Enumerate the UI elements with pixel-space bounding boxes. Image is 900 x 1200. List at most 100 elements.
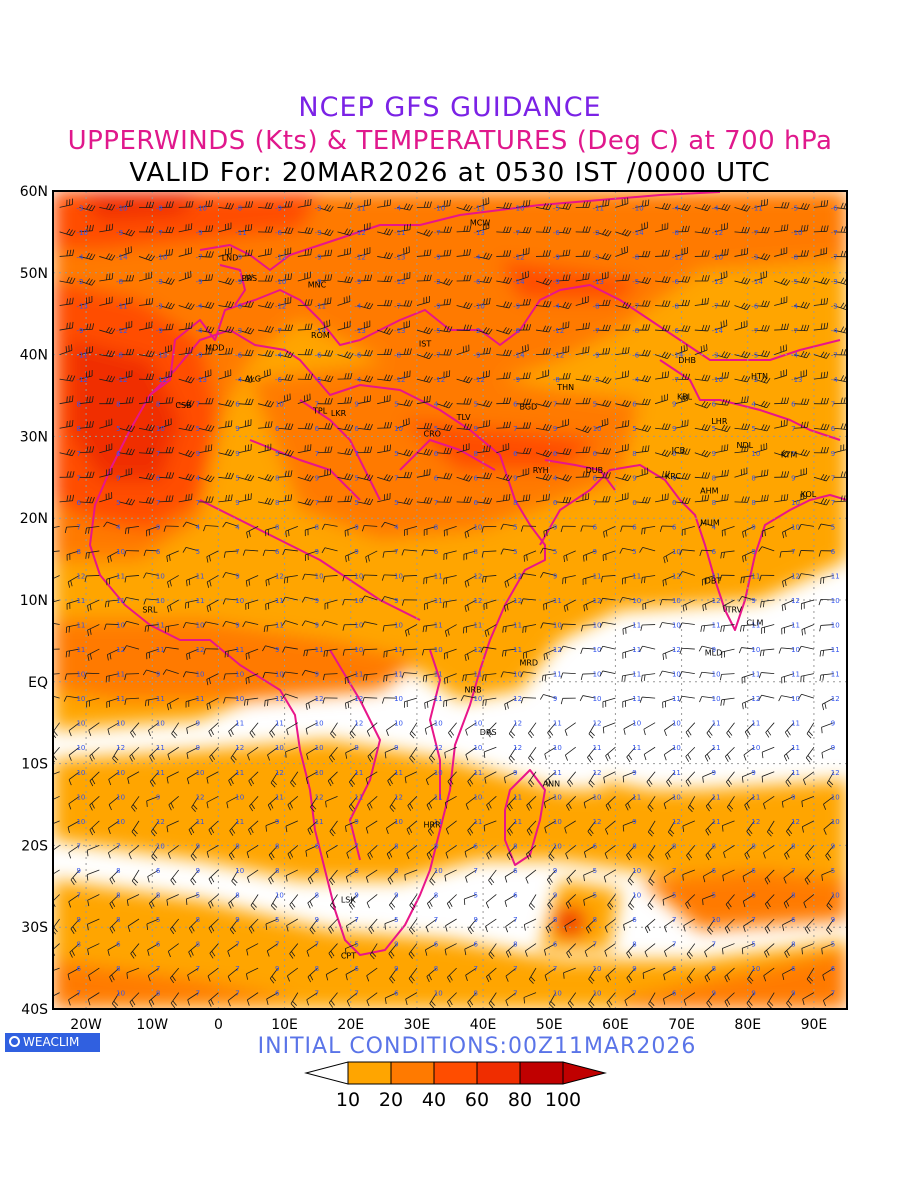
- wind-barb: [804, 918, 815, 934]
- temperature-value: -9: [196, 278, 203, 286]
- temperature-value: 12: [672, 646, 681, 654]
- wind-barb: [595, 271, 609, 282]
- wind-barb: [227, 992, 239, 1007]
- wind-barb: [285, 526, 298, 538]
- temperature-value: 9: [553, 425, 557, 433]
- temperature-value: 9: [791, 990, 795, 998]
- wind-barb: [516, 247, 530, 257]
- wind-barb: [722, 599, 735, 613]
- temperature-value: 8: [593, 916, 597, 924]
- wind-barb: [223, 550, 239, 558]
- wind-barb: [158, 446, 174, 454]
- wind-barb: [496, 301, 513, 309]
- temperature-value: 11: [553, 720, 562, 728]
- temperature-value: 6: [315, 425, 320, 433]
- temperature-value: 6: [751, 891, 756, 899]
- temperature-value: 10: [751, 965, 760, 973]
- wind-barb: [694, 297, 709, 306]
- temperature-value: 5: [196, 891, 200, 899]
- temperature-value: -10: [76, 229, 87, 237]
- wind-barb: [813, 277, 830, 285]
- wind-barb: [500, 548, 517, 555]
- wind-barb: [257, 368, 271, 380]
- temperature-value: -8: [553, 376, 560, 384]
- wind-barb: [416, 229, 433, 237]
- wind-barb: [794, 250, 809, 257]
- longitude-label: 0: [214, 1017, 223, 1033]
- wind-barb: [106, 648, 120, 661]
- wind-barb: [317, 375, 334, 383]
- wind-barb: [721, 648, 735, 659]
- wind-barb: [337, 228, 354, 236]
- temperature-value: 6: [712, 867, 717, 875]
- temperature-value: -12: [275, 253, 286, 261]
- temperature-value: -4: [275, 352, 283, 360]
- wind-barb: [655, 493, 669, 503]
- wind-barb: [218, 420, 233, 429]
- temperature-value: 7: [354, 450, 358, 458]
- title-guidance: NCEP GFS GUIDANCE: [298, 92, 602, 123]
- wind-barb: [397, 223, 411, 233]
- wind-barb: [742, 894, 755, 908]
- temperature-value: 11: [632, 695, 641, 703]
- wind-barb: [520, 573, 537, 580]
- wind-barb: [622, 648, 636, 659]
- temperature-value: -5: [791, 278, 798, 286]
- wind-barb: [198, 369, 212, 380]
- wind-barb: [635, 324, 651, 331]
- wind-barb: [138, 395, 154, 405]
- wind-barb: [682, 599, 695, 612]
- temperature-value: 7: [473, 965, 477, 973]
- wind-barb: [223, 697, 239, 704]
- wind-barb: [448, 722, 457, 738]
- wind-barb: [615, 443, 629, 454]
- temperature-value: -9: [513, 376, 520, 384]
- wind-barb: [307, 967, 318, 983]
- temperature-value: -3: [315, 204, 322, 212]
- wind-barb: [198, 274, 214, 282]
- wind-barb: [481, 525, 497, 533]
- wind-barb: [699, 671, 715, 679]
- temperature-value: 9: [712, 646, 716, 654]
- legend-swatch: [519, 1061, 564, 1085]
- city-label: PRS: [242, 274, 257, 283]
- wind-barb: [396, 417, 410, 429]
- wind-barb: [655, 470, 670, 478]
- wind-barb: [198, 200, 213, 208]
- wind-barb: [265, 575, 279, 587]
- wind-barb: [699, 549, 715, 556]
- wind-barb: [67, 820, 80, 834]
- temperature-value: 9: [76, 916, 80, 924]
- wind-barb: [465, 722, 477, 736]
- wind-barb: [357, 395, 371, 405]
- wind-speed-field: -3 -10 -8 -10 -8 -9 -3 -11 -4 -10 -13 -10 -5 -11 -10 -4…: [53, 191, 847, 1009]
- temperature-value: 10: [116, 990, 125, 998]
- temperature-value: 11: [473, 671, 482, 679]
- city-label: TRV: [726, 605, 743, 614]
- temperature-value: 10: [473, 695, 482, 703]
- wind-barb: [674, 247, 688, 257]
- wind-barb: [365, 869, 378, 883]
- wind-barb: [258, 443, 272, 454]
- temperature-value: 10: [315, 744, 324, 752]
- wind-barb: [763, 845, 775, 859]
- wind-barb: [238, 274, 253, 282]
- temperature-value: 5: [473, 401, 477, 409]
- temperature-value: 9: [712, 990, 716, 998]
- temperature-value: -13: [354, 327, 365, 335]
- temperature-value: -8: [791, 253, 798, 261]
- wind-barb: [328, 918, 338, 934]
- wind-barb: [581, 624, 596, 632]
- temperature-value: 6: [712, 548, 717, 556]
- wind-barb: [262, 645, 279, 652]
- wind-barb: [622, 624, 636, 635]
- temperature-value: 10: [275, 401, 284, 409]
- wind-barb: [377, 199, 392, 208]
- wind-barb: [246, 992, 259, 1006]
- temperature-value: -6: [354, 352, 362, 360]
- wind-barb: [784, 845, 795, 860]
- wind-barb: [575, 273, 590, 282]
- wind-barb: [146, 918, 160, 931]
- temperature-value: 9: [235, 572, 239, 580]
- wind-barb: [345, 869, 358, 883]
